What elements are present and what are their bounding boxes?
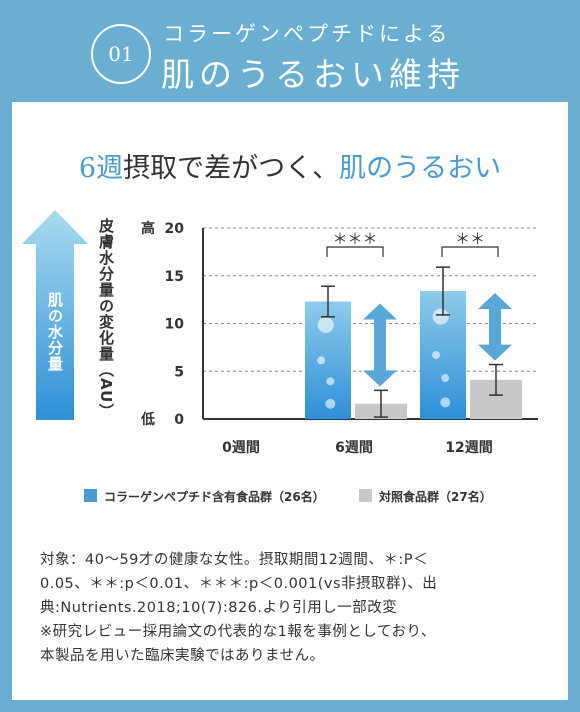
bubble-decoration [441, 374, 450, 383]
section-number-badge: 01 [91, 24, 151, 84]
note-line: 対象：40～59才の健康な女性。摂取期間12週間、＊:P＜ [40, 552, 428, 568]
y-tick-label: 20 [165, 221, 185, 237]
chart-heading: 6週摂取で差がつく、肌のうるおい [0, 146, 580, 185]
x-tick-label: 6週間 [335, 440, 373, 456]
y-axis-label: 皮膚水分量の変化量（AU） [97, 217, 115, 419]
chart-heading-weeks: 6週 [78, 153, 124, 184]
y-low-label: 低 [140, 411, 155, 428]
legend-swatch [359, 489, 372, 502]
legend-label: 対照食品群（27名） [378, 489, 492, 504]
moisture-up-arrow-icon: 肌の水分量 [22, 210, 88, 420]
x-tick-label: 12週間 [445, 440, 492, 456]
legend-swatch [84, 489, 97, 502]
note-line: 典:Nutrients.2018;10(7):826.より引用し一部改変 [40, 600, 398, 616]
y-tick-label: 15 [165, 269, 184, 285]
study-note: 対象：40～59才の健康な女性。摂取期間12週間、＊:P＜ 0.05、＊＊:p＜… [40, 548, 550, 668]
y-tick-label: 10 [165, 317, 185, 333]
bubble-decoration [432, 351, 441, 360]
bubble-decoration [317, 317, 334, 334]
difference-arrow-icon [363, 303, 397, 387]
y-high-label: 高 [141, 220, 155, 237]
significance-label: ＊＊＊ [332, 230, 377, 248]
bubble-decoration [317, 356, 326, 365]
difference-arrow-icon [478, 293, 512, 361]
note-line: 0.05、＊＊:p＜0.01、＊＊＊:p＜0.001(vs非摂取群)、出 [40, 576, 438, 592]
header-band: 01 コラーゲンペプチドによる 肌のうるおい維持 [0, 0, 580, 102]
moisture-arrow-label: 肌の水分量 [46, 292, 64, 372]
note-line: ※研究レビュー採用論文の代表的な1報を事例としており、 [40, 624, 436, 640]
bubble-decoration [326, 377, 335, 386]
bubble-decoration [432, 308, 449, 325]
chart-heading-middle: 摂取で差がつく、 [123, 153, 340, 184]
bubble-decoration [325, 398, 336, 409]
bubble-decoration [440, 397, 451, 408]
significance-bracket [441, 246, 499, 257]
header-subtitle: コラーゲンペプチドによる [163, 22, 451, 46]
header-title: 肌のうるおい維持 [161, 55, 465, 94]
x-tick-label: 0週間 [222, 440, 260, 456]
legend-label: コラーゲンペプチド含有食品群（26名） [104, 489, 325, 504]
chart-heading-moisture: 肌のうるおい [339, 153, 502, 184]
y-tick-label: 0 [174, 412, 184, 428]
significance-bracket [326, 246, 384, 257]
y-tick-label: 5 [174, 364, 184, 380]
significance-label: ＊＊ [455, 230, 485, 248]
note-line: 本製品を用いた臨床実験ではありません。 [40, 648, 325, 664]
